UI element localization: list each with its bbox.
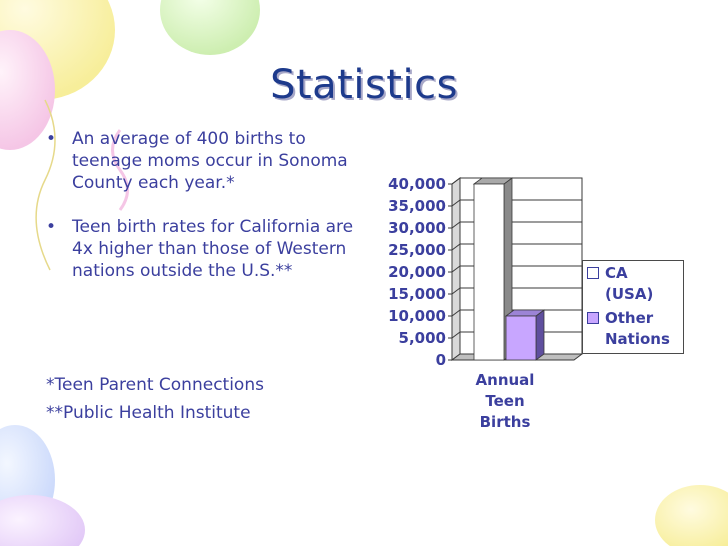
gridline-side [451,265,461,273]
category-label: Births [480,413,531,431]
bullet-list: An average of 400 births to teenage moms… [44,128,354,304]
y-tick-label: 40,000 [388,175,446,193]
gridline-side [451,331,461,339]
balloon-pink [0,30,55,150]
legend-label-line: CA [605,264,628,282]
slide-title: Statistics [270,62,458,108]
legend-swatch [587,312,599,324]
source-note: **Public Health Institute [46,403,251,423]
gridline-side [451,243,461,251]
legend-label-line: Nations [605,330,670,348]
chart-bars [472,177,546,361]
gridline-side [451,221,461,229]
y-axis-ticks: 0 5,000 10,000 15,000 20,000 25,000 30,000 35,0… [388,175,452,369]
chart-legend: CA (USA) Other Nations [582,260,684,354]
gridline-side [451,287,461,295]
category-label: Teen [485,392,524,410]
gridline-side [451,199,461,207]
source-note: *Teen Parent Connections [46,375,264,395]
bar [504,309,546,361]
legend-label-line: Other [605,309,654,327]
gridline-side [451,177,461,185]
x-axis-labels: Annual Teen Births [476,371,535,431]
y-tick-label: 10,000 [388,307,446,325]
legend-label-line: (USA) [605,285,654,303]
legend-label: Other Nations [605,308,685,350]
y-tick-label: 15,000 [388,285,446,303]
y-tick-label: 20,000 [388,263,446,281]
bar-chart: 0 5,000 10,000 15,000 20,000 25,000 30,000 35,0… [388,175,584,431]
y-tick-label: 5,000 [399,329,446,347]
gridline-side [451,309,461,317]
balloon-purple [0,495,85,546]
y-tick-label: 35,000 [388,197,446,215]
y-tick-label: 0 [436,351,446,369]
y-tick-label: 30,000 [388,219,446,237]
legend-label: CA (USA) [605,263,685,305]
legend-swatch [587,267,599,279]
y-tick-label: 25,000 [388,241,446,259]
category-label: Annual [476,371,535,389]
bullet-item: An average of 400 births to teenage moms… [44,128,354,194]
balloon-green [160,0,260,55]
bullet-item: Teen birth rates for California are 4x h… [44,216,354,282]
balloon-yellow-small [655,485,728,546]
